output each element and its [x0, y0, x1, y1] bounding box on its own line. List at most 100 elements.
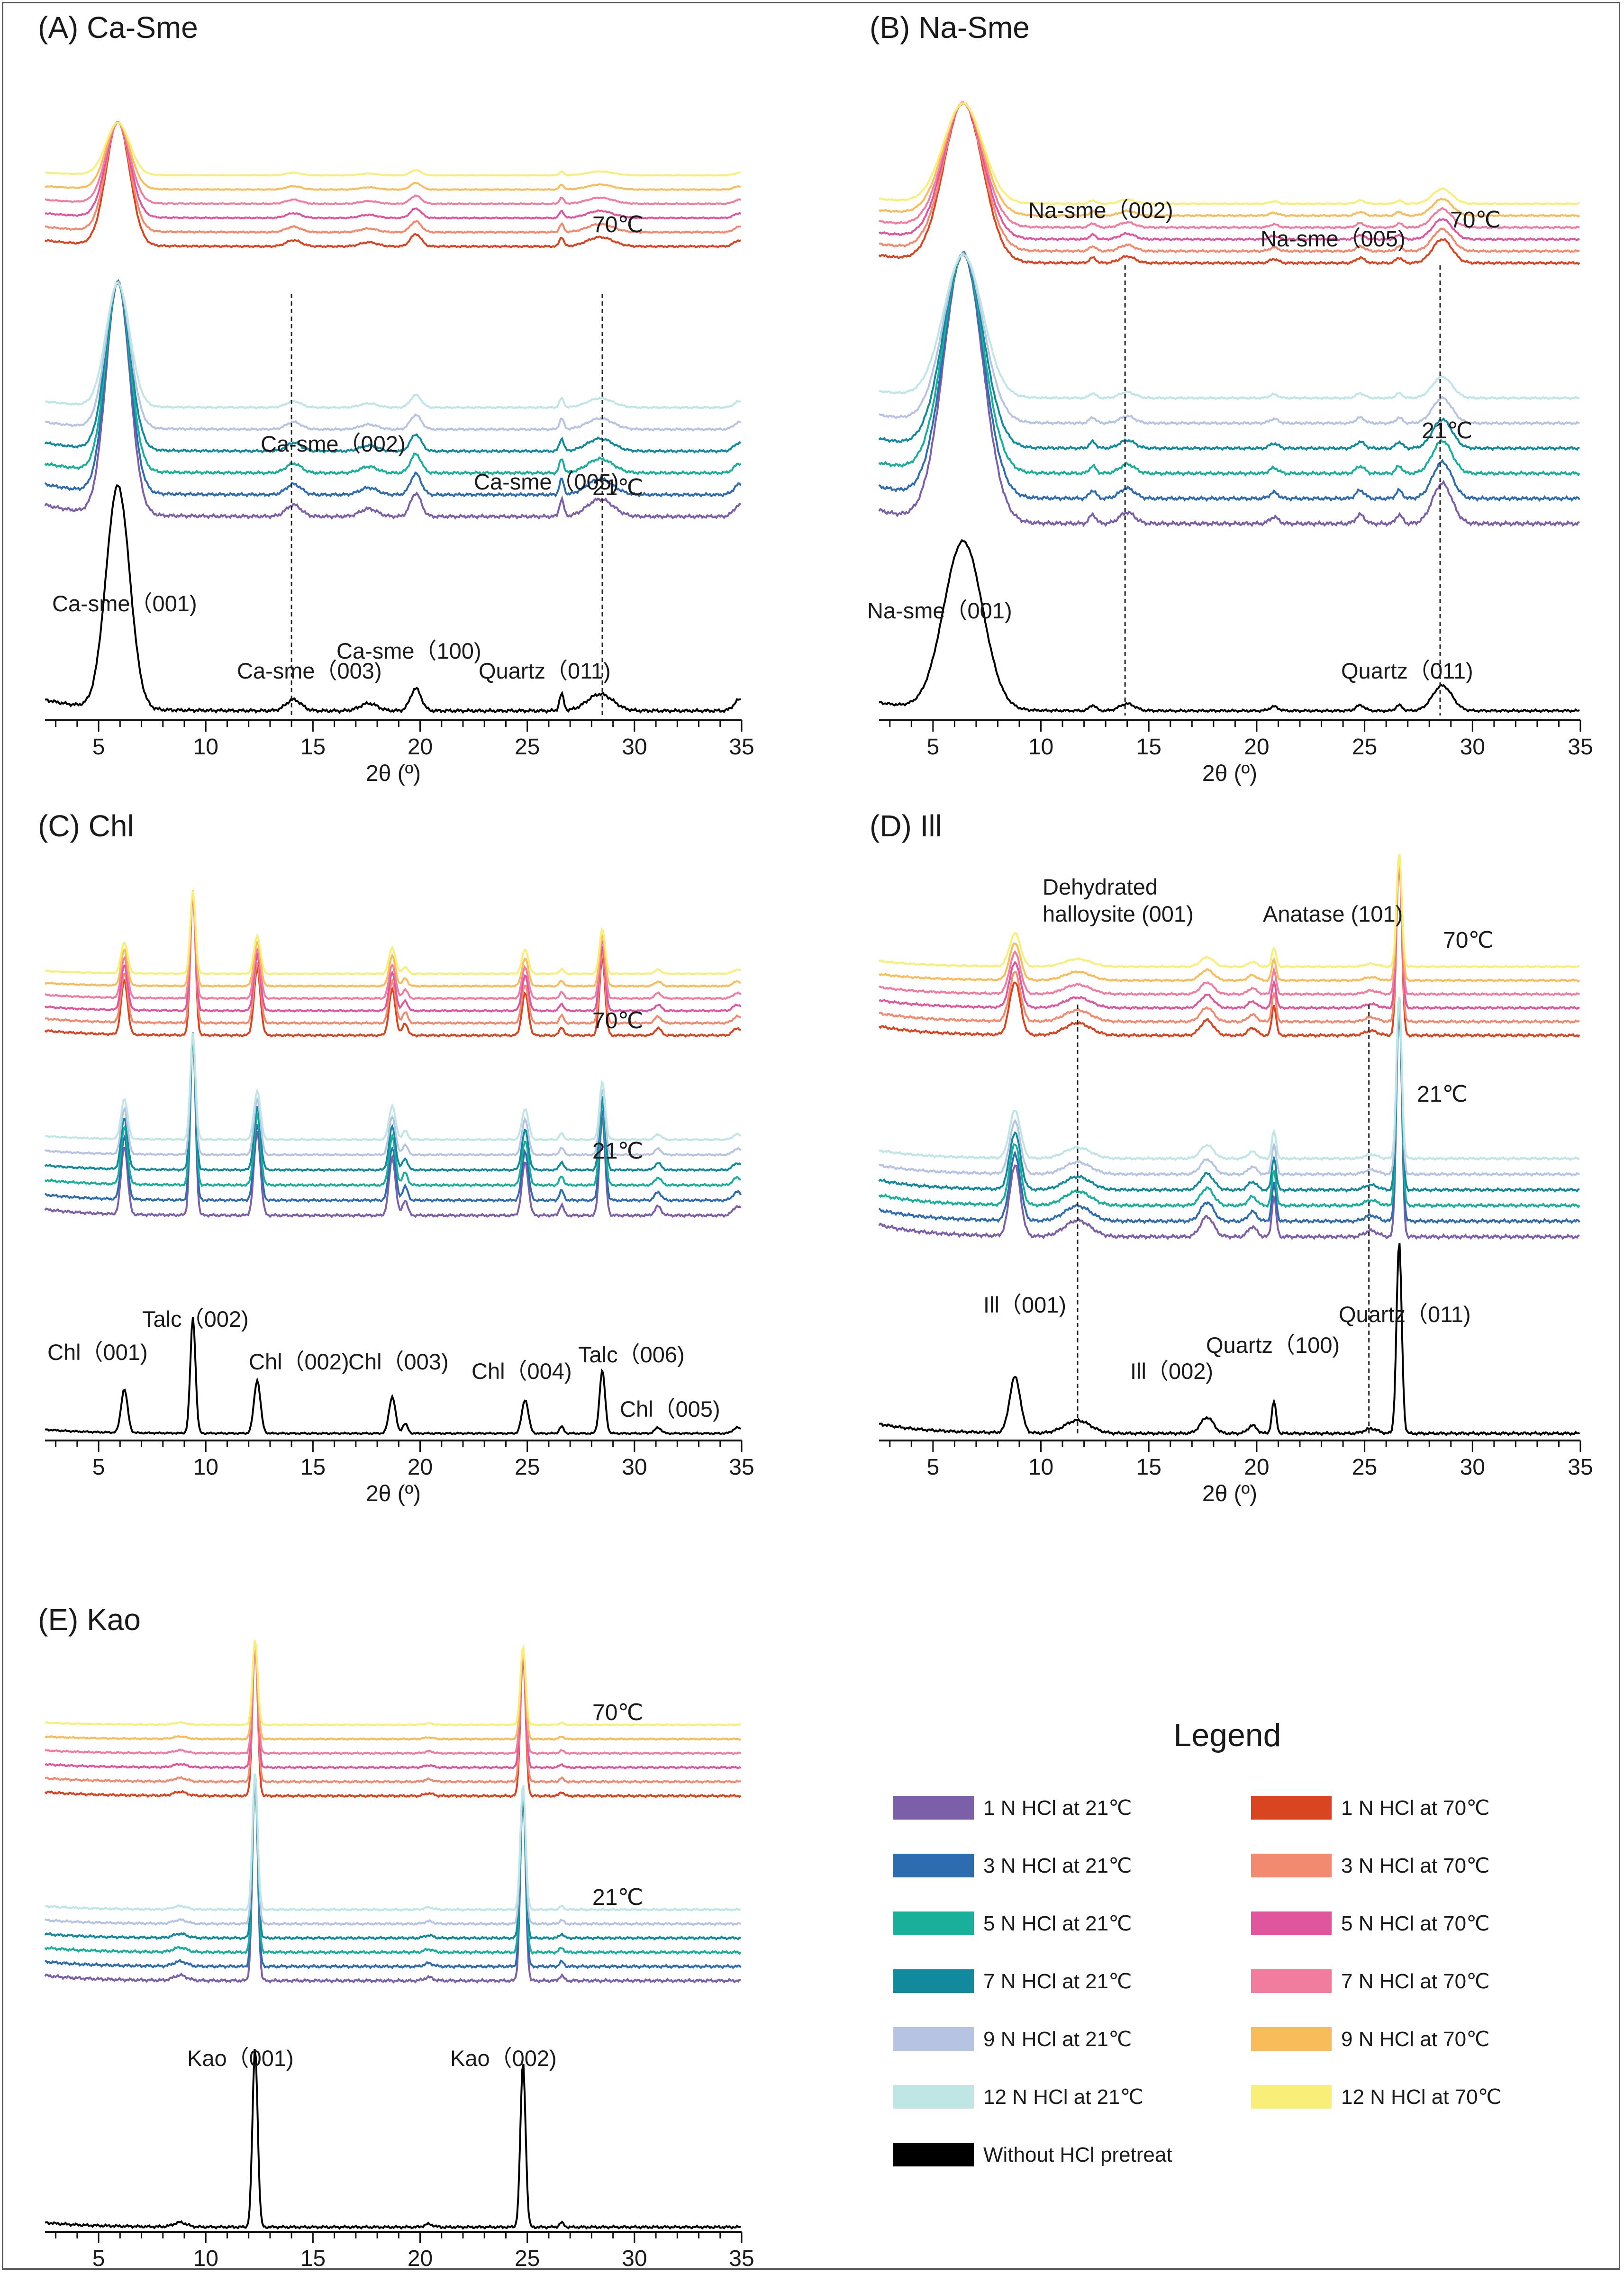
- panel-2-series-9-n-hcl-at-70-: [45, 890, 741, 988]
- panel-0-series-9-n-hcl-at-70-: [45, 121, 741, 191]
- panel-0-series-7-n-hcl-at-70-: [45, 121, 741, 206]
- panel-e-annotation-kao001: Kao（001): [187, 2046, 294, 2071]
- panel-1-tick-label-25: 25: [1352, 734, 1377, 760]
- panel-a-series: [44, 121, 742, 714]
- panel-0-series-5-n-hcl-at-21-: [44, 280, 742, 476]
- panel-1-series-1-n-hcl-at-70-: [878, 101, 1580, 266]
- panel-3-series-9-n-hcl-at-21-: [878, 997, 1580, 1177]
- panel-1-series-12-n-hcl-at-21-: [879, 253, 1580, 400]
- panel-2-series-without-hcl-pretreat: [45, 1317, 742, 1436]
- panel-d-annotation-ill001: Ill（001): [983, 1292, 1066, 1317]
- panel-2-series-5-n-hcl-at-70-: [45, 891, 742, 1013]
- panel-d-21c-label: 21℃: [1417, 1082, 1468, 1107]
- panel-a-annotation-005: Ca-sme（005): [474, 469, 619, 494]
- panel-b-70c-label: 70℃: [1450, 208, 1501, 233]
- panel-1-series-3-n-hcl-at-70-: [879, 101, 1580, 254]
- legend-swatch-2: [893, 1912, 974, 1935]
- panel-2-tick-label-30: 30: [622, 1455, 647, 1480]
- panel-d-annotation-halloysite: halloysite (001): [1043, 901, 1194, 926]
- panel-1-tick-label-30: 30: [1460, 734, 1485, 760]
- panel-b-annotation-quartz: Quartz（011): [1341, 658, 1473, 683]
- panel-b-x-axis: 5 10 15 20 25 30 35 2θ (º): [879, 719, 1593, 786]
- panel-1-series-3-n-hcl-at-21-: [878, 250, 1580, 502]
- legend-swatch-9: [1251, 1969, 1332, 1993]
- panel-0-series-5-n-hcl-at-70-: [45, 121, 742, 220]
- panel-e-x-axis: 5 10 15 20 25 30 35 2θ (º): [45, 2231, 754, 2274]
- legend-swatch-3: [893, 1969, 974, 1993]
- panel-2-series-9-n-hcl-at-21-: [45, 1033, 742, 1157]
- panel-e-70c-label: 70℃: [592, 1700, 643, 1725]
- legend-label-7: 3 N HCl at 70℃: [1341, 1854, 1490, 1877]
- panel-3-tick-label-15: 15: [1136, 1455, 1161, 1480]
- panel-d-annotation-quartz011: Quartz（011): [1339, 1302, 1471, 1327]
- panel-2-series-7-n-hcl-at-70-: [45, 890, 742, 1001]
- legend-label-11: 12 N HCl at 70℃: [1341, 2085, 1501, 2109]
- panel-4-series-1-n-hcl-at-70-: [44, 1640, 742, 1799]
- panel-e: (E) Kao 5 10 15 20 25 30 35 2θ (º) 70℃ 21℃ Kao（…: [38, 1603, 754, 2274]
- panel-2-series-12-n-hcl-at-21-: [45, 1033, 741, 1142]
- panel-1-tick-label-20: 20: [1244, 734, 1269, 760]
- panel-b-21c-label: 21℃: [1422, 418, 1472, 444]
- panel-4-series-3-n-hcl-at-70-: [45, 1640, 741, 1784]
- panel-c-series: [44, 890, 742, 1436]
- panel-b-annotation-005: Na-sme（005): [1261, 226, 1406, 251]
- panel-1-series-7-n-hcl-at-21-: [878, 252, 1580, 452]
- panel-2-series-1-n-hcl-at-70-: [44, 890, 741, 1038]
- panel-3-tick-label-30: 30: [1460, 1455, 1485, 1480]
- panel-0-series-9-n-hcl-at-21-: [44, 281, 741, 432]
- panel-0-series-12-n-hcl-at-70-: [45, 121, 741, 177]
- panel-4-tick-label-35: 35: [729, 2246, 754, 2271]
- panel-1-series-9-n-hcl-at-21-: [878, 252, 1580, 426]
- panel-4-tick-label-5: 5: [92, 2246, 105, 2271]
- panel-0-series-12-n-hcl-at-21-: [45, 281, 741, 410]
- panel-0-series-7-n-hcl-at-21-: [44, 281, 742, 454]
- panel-b-series: [878, 101, 1580, 714]
- panel-4-series-12-n-hcl-at-70-: [45, 1640, 741, 1727]
- panel-2-series-12-n-hcl-at-70-: [45, 890, 742, 976]
- legend-label-8: 5 N HCl at 70℃: [1341, 1912, 1490, 1935]
- panel-4-tick-label-25: 25: [515, 2246, 540, 2271]
- panel-a: (A) Ca-Sme 5 10 15 20 25 30 35 2θ (º) 70℃ 21℃ C…: [38, 10, 754, 786]
- panel-d-annotation-quartz100: Quartz（100): [1206, 1332, 1340, 1358]
- panel-0-tick-label-25: 25: [515, 734, 540, 760]
- panel-3-series-1-n-hcl-at-21-: [878, 997, 1580, 1241]
- legend-swatch-4: [893, 2027, 974, 2051]
- panel-4-series-12-n-hcl-at-21-: [45, 1774, 742, 1912]
- panel-3-series-9-n-hcl-at-70-: [878, 855, 1580, 983]
- legend-swatch-0: [893, 1796, 974, 1820]
- panel-d: (D) Ill 5 10 15 20 25 30 35 2θ (º) 70℃ 21℃ Dehy…: [870, 809, 1593, 1506]
- legend-label-10: 9 N HCl at 70℃: [1341, 2028, 1490, 2051]
- panel-3-series-7-n-hcl-at-70-: [878, 854, 1580, 997]
- panel-d-70c-label: 70℃: [1443, 928, 1494, 953]
- legend-swatch-10: [1251, 2027, 1332, 2051]
- panel-0-series-1-n-hcl-at-21-: [44, 281, 741, 520]
- legend-swatch-11: [1251, 2085, 1332, 2109]
- panel-1-series-5-n-hcl-at-21-: [878, 252, 1580, 477]
- panel-c-annotation-chl002: Chl（002): [249, 1349, 349, 1374]
- panel-a-dashed-lines: [290, 294, 603, 716]
- panel-4-series-3-n-hcl-at-21-: [44, 1775, 742, 1970]
- panel-c-70c-label: 70℃: [592, 1008, 643, 1033]
- panel-0-tick-label-15: 15: [300, 734, 326, 760]
- panel-3-tick-label-25: 25: [1352, 1455, 1377, 1480]
- legend: Legend 1 N HCl at 21℃ 1 N HCl at 70℃ 3 N H…: [893, 1717, 1501, 2166]
- panel-3-series-without-hcl-pretreat: [879, 1243, 1580, 1437]
- panel-b-annotation-001: Na-sme（001): [867, 598, 1012, 623]
- panel-3-x-label: 2θ (º): [1202, 1481, 1257, 1506]
- panel-c-annotation-chl003: Chl（003): [348, 1349, 449, 1374]
- panel-0-tick-label-5: 5: [92, 734, 105, 760]
- panel-1-tick-label-15: 15: [1136, 734, 1161, 760]
- panel-e-title: (E) Kao: [38, 1603, 141, 1637]
- panel-c-x-axis: 5 10 15 20 25 30 35 2θ (º): [45, 1440, 754, 1506]
- panel-4-series-5-n-hcl-at-21-: [44, 1774, 742, 1955]
- panel-b-annotation-002: Na-sme（002): [1028, 198, 1173, 223]
- legend-swatch-5: [893, 2085, 974, 2109]
- panel-a-title: (A) Ca-Sme: [38, 10, 198, 45]
- panel-1-tick-label-10: 10: [1028, 734, 1053, 760]
- panel-c-annotation-talc002: Talc（002): [142, 1306, 249, 1332]
- panel-d-annotation-ill002: Ill（002): [1130, 1359, 1213, 1384]
- panel-1-series-1-n-hcl-at-21-: [878, 251, 1580, 528]
- panel-3-tick-label-20: 20: [1244, 1455, 1269, 1480]
- panel-2-tick-label-20: 20: [408, 1455, 433, 1480]
